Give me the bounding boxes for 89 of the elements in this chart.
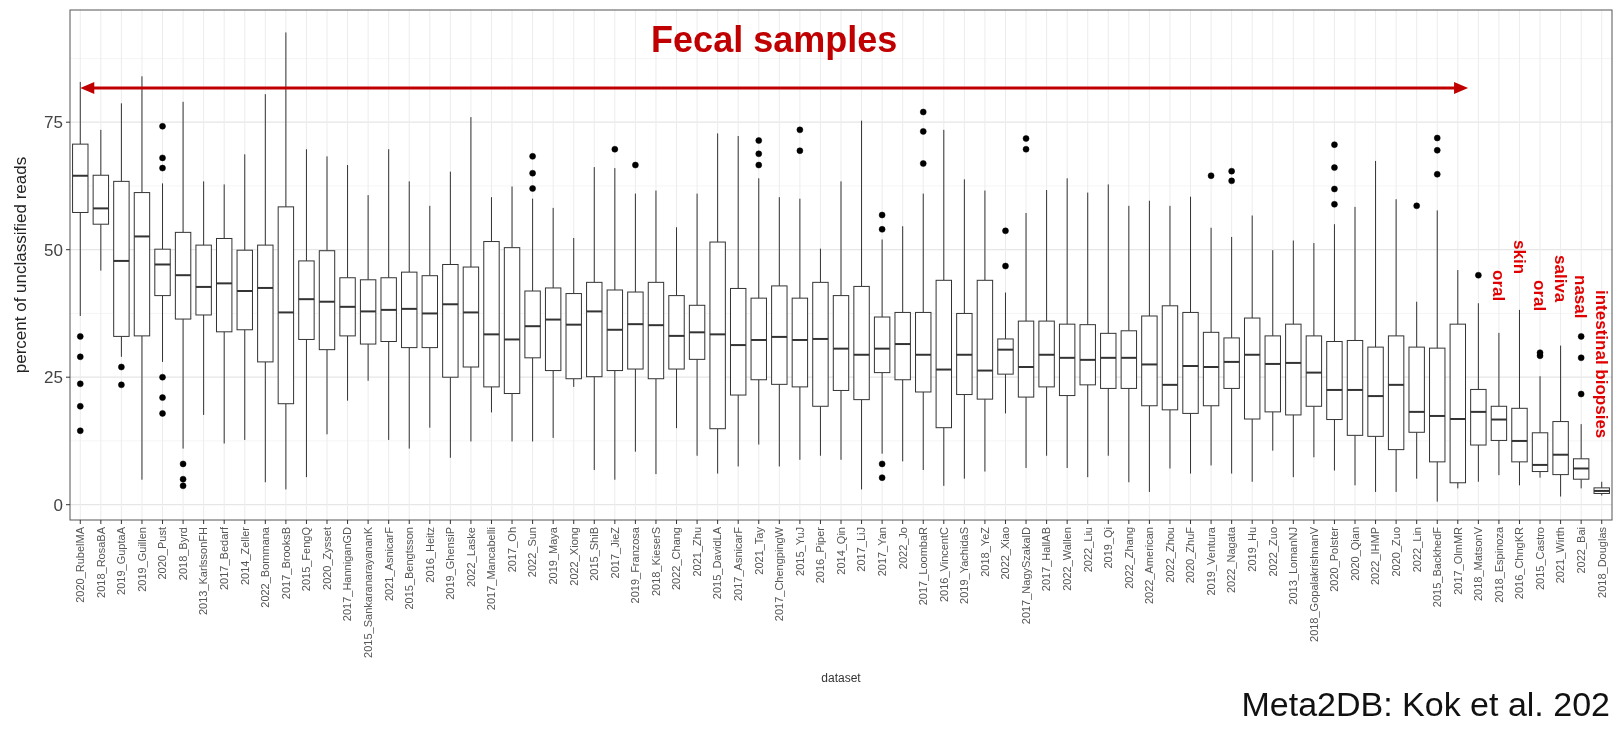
x-tick-label: 2018_Espinoza [1492, 526, 1505, 603]
x-tick-label: 2017_JieZ [608, 526, 621, 579]
x-tick-label: 2020_Qian [1348, 527, 1361, 581]
x-tick-label: 2018_GopalakrishnanV [1307, 526, 1320, 642]
x-tick-label: 2016_Piper [814, 526, 827, 584]
x-tick-label: 2022_Chang [670, 527, 683, 591]
x-tick-label: 2015_Bengtsson [403, 527, 416, 610]
annotation: nasal [1571, 275, 1591, 319]
x-tick-label: 2021_Wirth [1554, 527, 1567, 584]
x-tick-label: 2017_Oh [505, 527, 518, 573]
x-tick-label: 2018_YeZ [978, 526, 991, 577]
x-tick-label: 2019_Hu [1246, 527, 1259, 572]
x-tick-label: 2017_LiJ [855, 527, 868, 572]
x-tick-label: 2022_Zhang [1122, 527, 1135, 589]
x-tick-label: 2015_YuJ [793, 527, 806, 576]
x-tick-label: 2019_Franzosa [629, 526, 642, 604]
annotation: intestinal biopsies [1591, 290, 1611, 439]
x-tick-label: 2018_Douglas [1595, 526, 1608, 598]
x-tick-label: 2019_GhensiP [444, 527, 457, 600]
x-tick-label: 2020_Polster [1328, 526, 1341, 592]
x-tick-label: 2015_FengQ [300, 526, 313, 592]
x-tick-label: 2019_Maya [547, 526, 560, 585]
x-tick-label: 2014_Zeller [238, 526, 251, 586]
x-tick-label: 2020_RubelMA [74, 526, 87, 603]
x-tick-label: 2018_MatsonV [1472, 526, 1485, 601]
y-axis-title: percent of unclassified reads [11, 156, 30, 374]
x-tick-label: 2022_Laske [464, 527, 477, 587]
x-tick-label: 2017_Yan [875, 527, 888, 577]
x-tick-label: 2022_Zhou [1163, 527, 1176, 583]
x-tick-label: 2018_Byrd [176, 527, 189, 581]
x-tick-label: 2015_ShiB [588, 527, 601, 581]
x-tick-label: 2020_Pust [156, 527, 169, 580]
x-tick-label: 2014_Qin [834, 527, 847, 575]
x-tick-label: 2016_ChngKR [1513, 526, 1526, 600]
x-tick-label: 2017_Bedarf [218, 526, 231, 590]
annotation: skin [1509, 240, 1529, 275]
x-tick-label: 2019_Qi [1102, 527, 1115, 569]
x-tick-label: 2022_Bommana [259, 526, 272, 608]
x-tick-label: 2017_AsnicarF [732, 526, 745, 601]
x-tick-label: 2017_HanniganGD [341, 526, 354, 622]
x-tick-label: 2019_GuptaA [115, 526, 128, 595]
annotation: oral [1530, 280, 1550, 312]
x-tick-label: 2022_Xiao [999, 527, 1012, 580]
x-tick-label: 2022_Liu [1081, 527, 1094, 573]
x-tick-label: 2022_Wallen [1061, 527, 1074, 591]
x-tick-label: 2016_Heitz [423, 527, 436, 583]
x-tick-label: 2022_Nagata [1225, 526, 1238, 594]
x-tick-label: 2021_AsnicarF [382, 526, 395, 601]
x-tick-label: 2017_Mancabelli [485, 527, 498, 611]
x-tick-label: 2022_Bai [1575, 527, 1588, 574]
x-tick-label: 2019_YachidaS [958, 527, 971, 604]
x-tick-label: 2017_OlmMR [1451, 526, 1464, 595]
text: Meta2DB: Kok et al. 202 [1241, 685, 1610, 723]
x-tick-label: 2016_VincentC [937, 526, 950, 603]
x-tick-label: 2022_Sun [526, 527, 539, 578]
x-tick-label: 2015_BackhedF [1431, 526, 1444, 608]
x-tick-label: 2021_Tay [752, 526, 765, 575]
x-tick-label: 2020_Zysset [320, 527, 333, 590]
annotation: oral [1488, 270, 1508, 302]
x-tick-label: 2022_Jo [896, 527, 909, 570]
x-tick-label: 2018_KieserS [649, 527, 662, 597]
x-axis-title: dataset [821, 671, 862, 685]
x-tick-label: 2017_NagySzakalD [1019, 526, 1032, 625]
x-tick-label: 2020_ZhuF [1184, 526, 1197, 584]
x-tick-label: 2015_Castro [1533, 527, 1546, 590]
x-tick-label: 2022_American [1143, 527, 1156, 605]
x-tick-label: 2022_IHMP [1369, 527, 1382, 586]
x-tick-label: 2015_SankaranarayananK [361, 526, 374, 658]
x-tick-label: 2017_ChengpingW [773, 526, 786, 622]
x-tick-label: 2021_Zhu [690, 527, 703, 577]
y-tick-label: 0 [53, 495, 63, 515]
x-tick-label: 2022_Zuo [1266, 527, 1279, 577]
y-tick-label: 50 [44, 240, 63, 260]
x-tick-label: 2013_LomanNJ [1287, 527, 1300, 605]
x-tick-label: 2017_BrooksB [279, 527, 292, 600]
x-tick-label: 2020_Zuo [1389, 527, 1402, 577]
x-tick-label: 2019_Ventura [1204, 526, 1217, 596]
x-tick-label: 2013_KarlssonFH [197, 526, 210, 616]
x-tick-label: 2022_Lin [1410, 527, 1423, 573]
y-tick-label: 25 [44, 368, 63, 388]
y-tick-label: 75 [44, 113, 63, 133]
x-tick-label: 2017_LoombaR [917, 526, 930, 606]
x-tick-label: 2017_HallAB [1040, 527, 1053, 592]
annotation: Fecal samples [651, 19, 898, 60]
annotation: saliva [1550, 255, 1570, 303]
x-tick-label: 2022_Xiong [567, 527, 580, 586]
x-tick-label: 2018_RosaBA [94, 526, 107, 598]
x-tick-label: 2019_Guillen [135, 527, 148, 592]
x-tick-label: 2015_DavidLA [711, 526, 724, 600]
